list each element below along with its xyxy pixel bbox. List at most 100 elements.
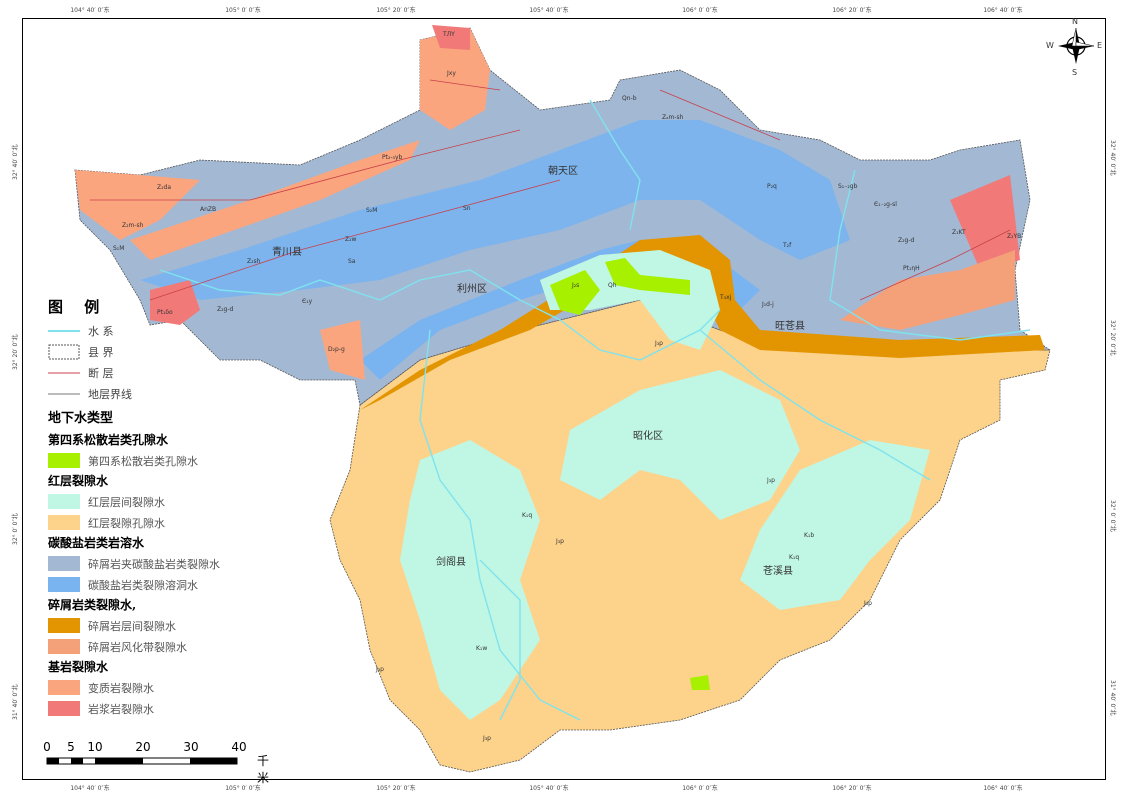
scale-bar bbox=[46, 757, 238, 765]
geo-code: K₁w bbox=[476, 645, 488, 652]
legend-item: 第四系松散岩类孔隙水 bbox=[48, 450, 278, 471]
geo-code: Pt₁δo bbox=[157, 309, 173, 316]
geo-code: Z₂g-d bbox=[217, 306, 234, 313]
geo-code: Z₂YB bbox=[1007, 233, 1022, 240]
legend-group-title: 红层裂隙水 bbox=[48, 474, 109, 488]
geo-code: Є₁y bbox=[302, 298, 313, 305]
legend-label: 地层界线 bbox=[88, 387, 132, 401]
coord-top: 105° 0′ 0″东 bbox=[225, 7, 261, 14]
geo-code: J₁d-j bbox=[762, 301, 774, 308]
compass-n: N bbox=[1072, 17, 1078, 26]
geo-code: P₂q bbox=[767, 183, 777, 190]
coord-bottom: 104° 40′ 0″东 bbox=[70, 785, 110, 792]
geo-code: Z₂sh bbox=[247, 258, 261, 265]
legend-swatch bbox=[48, 618, 80, 633]
geo-code: K₁q bbox=[789, 554, 800, 561]
region-igneous bbox=[950, 175, 1020, 270]
geo-code: Qh bbox=[608, 282, 617, 289]
geo-code: Z₂w bbox=[345, 236, 357, 243]
geo-code: J₃p bbox=[376, 666, 384, 673]
region-metamorphic bbox=[320, 320, 365, 380]
geo-code: Qn-b bbox=[622, 95, 637, 102]
district-label: 昭化区 bbox=[633, 431, 663, 442]
district-label: 利州区 bbox=[457, 284, 487, 295]
coord-bottom: 106° 20′ 0″东 bbox=[832, 785, 872, 792]
geo-code: Z₂da bbox=[157, 184, 172, 191]
coord-top: 105° 20′ 0″东 bbox=[376, 7, 416, 14]
geo-code: J₂s bbox=[572, 282, 580, 289]
geo-code: S₂M bbox=[366, 207, 378, 214]
legend-group-title: 碎屑岩类裂隙水, bbox=[48, 598, 137, 612]
legend-item: 碎屑岩层间裂隙水 bbox=[48, 615, 278, 636]
geo-code: AnZB bbox=[200, 206, 217, 213]
coord-bottom: 106° 40′ 0″东 bbox=[983, 785, 1023, 792]
geo-code: S₁₋₂gb bbox=[838, 183, 858, 190]
district-label: 青川县 bbox=[272, 247, 302, 258]
legend-label: 碎屑岩风化带裂隙水 bbox=[88, 640, 187, 654]
legend-label: 碳酸盐岩类裂隙溶洞水 bbox=[88, 578, 198, 592]
legend-item: 变质岩裂隙水 bbox=[48, 677, 278, 698]
legend-item: 碎屑岩夹碳酸盐岩类裂隙水 bbox=[48, 553, 278, 574]
compass-e: E bbox=[1097, 41, 1103, 50]
faults bbox=[90, 79, 1011, 301]
scale-tick: 40 bbox=[231, 740, 247, 754]
scale-tick: 30 bbox=[183, 740, 199, 754]
geo-code: Zₐm-sh bbox=[662, 114, 684, 121]
geo-code: J₃p bbox=[864, 600, 872, 607]
scale-unit: 千米 bbox=[257, 754, 270, 785]
region-metamorphic bbox=[75, 170, 200, 240]
legend-label: 碎屑岩夹碳酸盐岩类裂隙水 bbox=[88, 557, 220, 571]
legend-river: 水 系 bbox=[48, 320, 278, 341]
scale-tick: 10 bbox=[87, 740, 103, 754]
geo-code: J₃p bbox=[483, 735, 491, 742]
region-red-bed-interlayer bbox=[560, 370, 800, 520]
legend-label: 县 界 bbox=[88, 345, 114, 359]
district-label: 剑阁县 bbox=[436, 557, 466, 568]
legend-item: 红层层间裂隙水 bbox=[48, 491, 278, 512]
legend-heading: 地下水类型 bbox=[48, 411, 114, 426]
geo-code: K₁b bbox=[804, 532, 815, 539]
coord-bottom: 105° 40′ 0″东 bbox=[529, 785, 569, 792]
legend-label: 碎屑岩层间裂隙水 bbox=[88, 619, 176, 633]
legend-label: 水 系 bbox=[88, 324, 114, 338]
coord-top: 105° 40′ 0″东 bbox=[529, 7, 569, 14]
north-arrow-icon bbox=[1058, 27, 1095, 64]
geo-code: Jxy bbox=[447, 70, 456, 77]
geo-code: T₂f bbox=[783, 242, 792, 249]
legend-label: 岩浆岩裂隙水 bbox=[88, 702, 154, 716]
geo-code: D₂p-g bbox=[328, 346, 345, 353]
legend-swatch bbox=[48, 680, 80, 695]
geo-code: Sn bbox=[463, 205, 471, 212]
region-igneous bbox=[840, 250, 1015, 330]
geo-code: K₁q bbox=[522, 512, 533, 519]
geo-code: Sa bbox=[348, 258, 356, 265]
coord-bottom: 105° 0′ 0″东 bbox=[225, 785, 261, 792]
coord-bottom: 105° 20′ 0″东 bbox=[376, 785, 416, 792]
legend-label: 变质岩裂隙水 bbox=[88, 681, 154, 695]
geo-code: TЛY bbox=[443, 31, 455, 38]
region-carbonate-karst bbox=[360, 240, 760, 380]
legend-swatch bbox=[48, 639, 80, 654]
legend-item: 碎屑岩风化带裂隙水 bbox=[48, 636, 278, 657]
river-system bbox=[159, 99, 1031, 721]
coord-top: 106° 0′ 0″东 bbox=[682, 7, 718, 14]
scale-tick: 20 bbox=[135, 740, 151, 754]
scale-tick: 0 bbox=[43, 740, 51, 754]
region-red-bed-interlayer bbox=[740, 440, 930, 610]
legend-group-title: 第四系松散岩类孔隙水 bbox=[48, 433, 169, 447]
legend-swatch bbox=[48, 453, 80, 468]
region-metamorphic bbox=[130, 140, 420, 260]
legend-label: 断 层 bbox=[88, 366, 114, 380]
legend-county-boundary: 县 界 bbox=[48, 341, 278, 362]
district-label: 旺苍县 bbox=[775, 321, 805, 332]
legend-item: 红层裂隙孔隙水 bbox=[48, 512, 278, 533]
legend-stratum-boundary: 地层界线 bbox=[48, 383, 278, 404]
legend-item: 岩浆岩裂隙水 bbox=[48, 698, 278, 719]
legend-title: 图 例 bbox=[48, 298, 108, 316]
legend-group-title: 碳酸盐岩类岩溶水 bbox=[48, 536, 145, 550]
legend-item: 碳酸盐岩类裂隙溶洞水 bbox=[48, 574, 278, 595]
legend-swatch bbox=[48, 494, 80, 509]
map-frame bbox=[22, 18, 1106, 780]
legend-group-title: 基岩裂隙水 bbox=[48, 660, 109, 674]
